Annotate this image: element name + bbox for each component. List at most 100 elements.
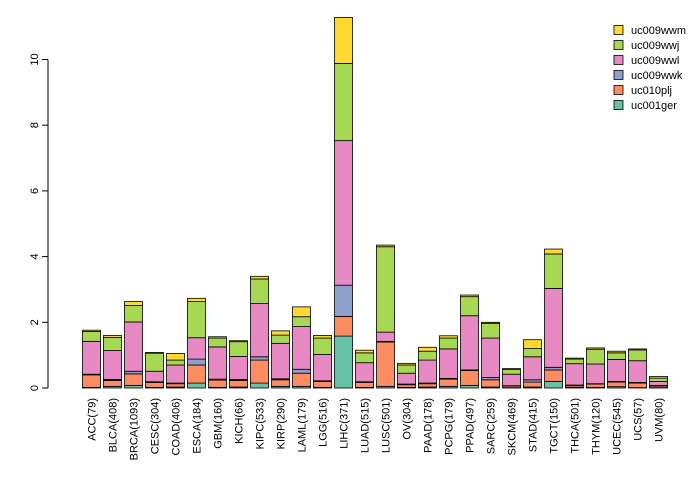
bar-segment-uc009wwl (566, 364, 584, 385)
bar-segment-uc009wwl (230, 356, 248, 379)
x-tick-label: LAML(179) (297, 398, 309, 452)
bar-segment-uc009wwm (629, 349, 647, 350)
legend-swatch-uc010plj (614, 86, 623, 95)
bar-segment-uc001ger (335, 336, 353, 388)
x-tick-label: KICH(66) (234, 398, 246, 444)
bar-segment-uc010plj (608, 382, 626, 387)
bar-segment-uc009wwm (398, 363, 416, 365)
legend-label-uc009wwl: uc009wwl (631, 55, 679, 67)
bar-segment-uc009wwj (524, 349, 542, 357)
bar-segment-uc009wwm (440, 336, 458, 338)
legend-label-uc001ger: uc001ger (631, 100, 677, 112)
bars (83, 17, 668, 388)
x-tick-label: KIRP(290) (276, 398, 288, 449)
x-axis-labels: ACC(79)BLCA(408)BRCA(1093)CESC(304)COAD(… (87, 398, 666, 460)
bar-segment-uc010plj (461, 371, 479, 386)
y-tick-label: 0 (29, 385, 41, 391)
bar-segment-uc009wwk (293, 369, 311, 373)
bar-segment-uc009wwj (146, 353, 164, 371)
bar-segment-uc001ger (545, 381, 563, 388)
bar-segment-uc009wwl (377, 332, 395, 341)
bar-segment-uc009wwm (293, 307, 311, 317)
bar-segment-uc009wwl (440, 349, 458, 379)
x-tick-label: LUSC(501) (381, 398, 393, 453)
bar-segment-uc010plj (440, 379, 458, 386)
bar-segment-uc009wwm (125, 302, 143, 306)
bar-segment-uc009wwm (230, 341, 248, 342)
x-tick-label: LGG(516) (318, 398, 330, 447)
bar-segment-uc010plj (125, 374, 143, 385)
bar-segment-uc009wwm (188, 298, 206, 301)
bar-segment-uc009wwj (167, 360, 185, 365)
bar-segment-uc009wwj (293, 317, 311, 327)
bar-segment-uc009wwm (503, 369, 521, 370)
bar-segment-uc010plj (524, 382, 542, 387)
bar-segment-uc009wwl (104, 351, 122, 380)
bar-segment-uc009wwl (125, 322, 143, 371)
bar-segment-uc010plj (482, 380, 500, 387)
legend-swatch-uc009wwl (614, 56, 623, 65)
bar-segment-uc009wwm (104, 335, 122, 337)
bar-segment-uc010plj (104, 380, 122, 386)
bar-segment-uc009wwk (335, 285, 353, 316)
y-tick-label: 2 (29, 319, 41, 325)
bar-segment-uc010plj (188, 365, 206, 383)
bar-segment-uc009wwj (545, 254, 563, 288)
x-tick-label: SARC(259) (486, 398, 498, 454)
bar-segment-uc009wwl (293, 327, 311, 370)
x-tick-label: GBM(160) (213, 398, 225, 449)
bar-segment-uc009wwj (587, 349, 605, 364)
bar-segment-uc009wwl (629, 361, 647, 383)
bar-segment-uc010plj (167, 384, 185, 387)
bar-segment-uc009wwl (251, 304, 269, 357)
bar-segment-uc010plj (314, 381, 332, 387)
x-tick-label: THYM(120) (591, 398, 603, 455)
bar-segment-uc009wwl (272, 343, 290, 378)
bar-segment-uc009wwj (503, 369, 521, 374)
legend-swatch-uc001ger (614, 101, 623, 110)
bar-segment-uc009wwl (524, 357, 542, 380)
bar-segment-uc009wwm (461, 295, 479, 297)
bar-segment-uc009wwm (419, 347, 437, 351)
bar-segment-uc009wwm (335, 17, 353, 63)
bar-segment-uc010plj (251, 360, 269, 383)
x-tick-label: BLCA(408) (108, 398, 120, 452)
legend-swatch-uc009wwk (614, 71, 623, 80)
bar-segment-uc009wwj (230, 342, 248, 357)
legend-swatch-uc009wwj (614, 41, 623, 50)
x-tick-label: SKCM(469) (507, 398, 519, 455)
bar-segment-uc009wwm (524, 340, 542, 349)
bar-segment-uc009wwk (251, 357, 269, 360)
x-tick-label: PPAD(497) (465, 398, 477, 453)
bar-segment-uc009wwj (314, 338, 332, 354)
bar-segment-uc009wwj (377, 247, 395, 332)
bar-segment-uc009wwm (146, 353, 164, 354)
bar-segment-uc010plj (293, 373, 311, 386)
bar-segment-uc009wwl (146, 371, 164, 382)
bar-segment-uc010plj (377, 342, 395, 386)
x-tick-label: TGCT(150) (549, 398, 561, 454)
bar-segment-uc009wwm (83, 330, 101, 331)
bar-segment-uc009wwj (188, 302, 206, 338)
bar-segment-uc009wwm (377, 245, 395, 247)
bar-segment-uc009wwm (272, 331, 290, 335)
legend-label-uc009wwj: uc009wwj (631, 40, 679, 52)
y-tick-label: 4 (29, 254, 41, 260)
x-tick-label: ACC(79) (87, 398, 99, 441)
bar-segment-uc009wwm (251, 276, 269, 279)
bar-segment-uc009wwl (314, 354, 332, 380)
legend-label-uc009wwk: uc009wwk (631, 70, 683, 82)
bar-segment-uc009wwl (209, 347, 227, 379)
bar-segment-uc009wwl (356, 363, 374, 382)
bar-segment-uc009wwj (566, 359, 584, 364)
x-tick-label: UCS(57) (633, 398, 645, 441)
x-tick-label: UVM(80) (654, 398, 666, 442)
bar-segment-uc009wwj (419, 351, 437, 360)
bar-segment-uc001ger (188, 383, 206, 388)
y-tick-label: 6 (29, 188, 41, 194)
bar-segment-uc009wwm (608, 351, 626, 353)
bar-segment-uc009wwj (629, 350, 647, 361)
legend: uc009wwmuc009wwjuc009wwluc009wwkuc010plj… (614, 25, 686, 112)
legend-label-uc010plj: uc010plj (631, 85, 672, 97)
